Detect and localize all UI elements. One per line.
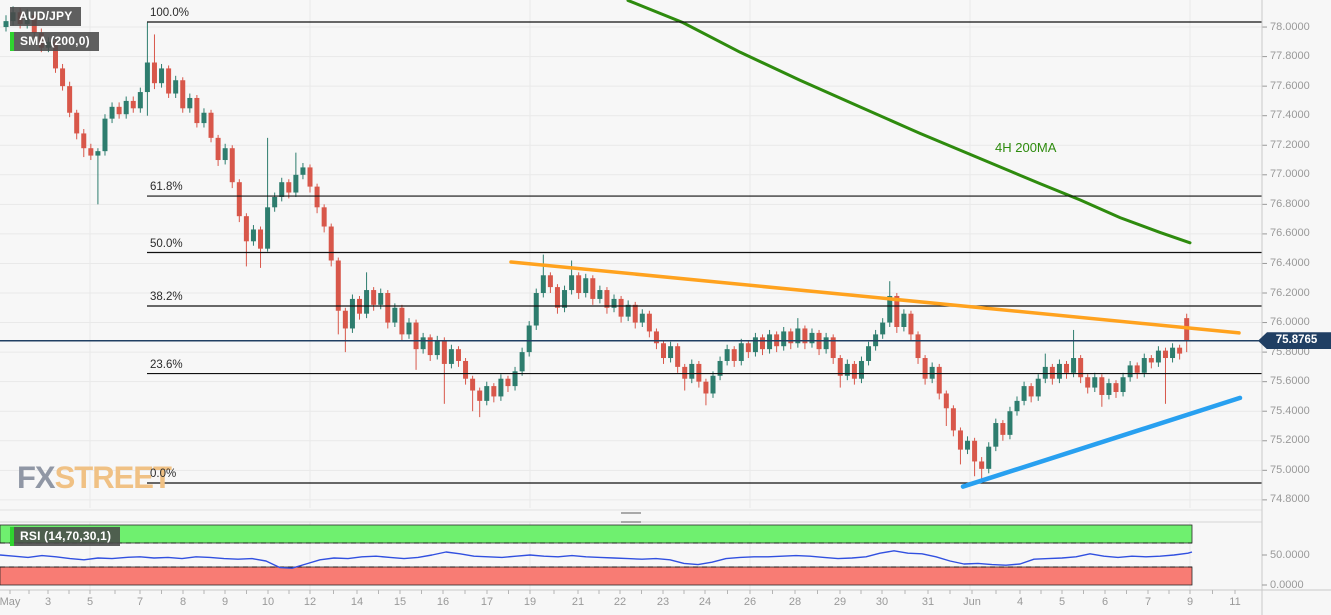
price-tick-label: 77.6000 [1270, 79, 1310, 92]
time-axis-label: 24 [698, 596, 712, 608]
time-axis-label: 29 [833, 596, 847, 608]
price-tick-label: 75.4000 [1270, 404, 1310, 417]
time-axis-label: May [0, 596, 21, 608]
watermark-fx: FX [17, 459, 56, 496]
fib-level-label: 100.0% [150, 7, 190, 20]
time-axis-label: 26 [743, 596, 757, 608]
time-axis-label: 5 [1058, 596, 1066, 608]
time-axis-label: 31 [921, 596, 935, 608]
fib-level-label: 23.6% [150, 358, 183, 371]
price-tick-label: 78.0000 [1270, 20, 1310, 33]
time-axis-label: 10 [261, 596, 275, 608]
price-tick-label: 77.0000 [1270, 168, 1310, 181]
time-axis-label: 21 [571, 596, 585, 608]
price-tick-label: 77.4000 [1270, 109, 1310, 122]
time-axis-label: 4 [1016, 596, 1024, 608]
time-axis-label: Jun [963, 596, 981, 608]
time-axis-label: 16 [436, 596, 450, 608]
time-axis-label: 8 [179, 596, 187, 608]
price-tick-label: 77.2000 [1270, 138, 1310, 151]
symbol-label[interactable]: AUD/JPY [10, 7, 82, 26]
price-tick-label: 74.8000 [1270, 493, 1310, 506]
rsi-tick-label: 0.0000 [1270, 578, 1304, 591]
ma-annotation-label: 4H 200MA [995, 140, 1057, 155]
price-tick-label: 76.2000 [1270, 286, 1310, 299]
price-tick-label: 76.0000 [1270, 316, 1310, 329]
time-axis-label: 9 [1186, 596, 1194, 608]
fib-level-label: 0.0% [150, 468, 177, 481]
time-axis-label: 12 [303, 596, 317, 608]
time-axis-label: 15 [393, 596, 407, 608]
time-axis-label: 14 [350, 596, 364, 608]
time-axis-label: 23 [656, 596, 670, 608]
price-tick-label: 75.0000 [1270, 463, 1310, 476]
time-axis-label: 6 [1101, 596, 1109, 608]
price-tick-label: 76.8000 [1270, 197, 1310, 210]
rsi-tick-label: 50.0000 [1270, 548, 1310, 561]
pane-resize-handle[interactable] [621, 512, 641, 523]
time-axis-label: 11 [1229, 596, 1241, 608]
time-axis-label: 9 [221, 596, 229, 608]
time-axis-label: 3 [44, 596, 52, 608]
time-axis-label: 30 [875, 596, 889, 608]
rsi-indicator-label[interactable]: RSI (14,70,30,1) [10, 527, 121, 546]
time-axis-label: 17 [480, 596, 494, 608]
fib-level-label: 50.0% [150, 237, 183, 250]
time-axis-label: 22 [613, 596, 627, 608]
fib-level-label: 61.8% [150, 181, 183, 194]
watermark-street: STREET [54, 459, 172, 496]
price-tick-label: 75.2000 [1270, 434, 1310, 447]
fxstreet-watermark: FXSTREET [17, 459, 172, 497]
price-tick-label: 75.6000 [1270, 375, 1310, 388]
time-axis-label: 5 [86, 596, 94, 608]
sma-indicator-label[interactable]: SMA (200,0) [10, 32, 99, 51]
price-tick-label: 76.4000 [1270, 256, 1310, 269]
time-axis-label: 19 [523, 596, 537, 608]
fib-level-label: 38.2% [150, 291, 183, 303]
time-axis-label: 7 [136, 596, 144, 608]
price-tick-label: 77.8000 [1270, 50, 1310, 63]
current-price-badge: 75.8765 [1258, 332, 1331, 350]
time-axis-label: 7 [1144, 596, 1152, 608]
time-axis-label: 28 [788, 596, 802, 608]
price-tick-label: 76.6000 [1270, 227, 1310, 240]
